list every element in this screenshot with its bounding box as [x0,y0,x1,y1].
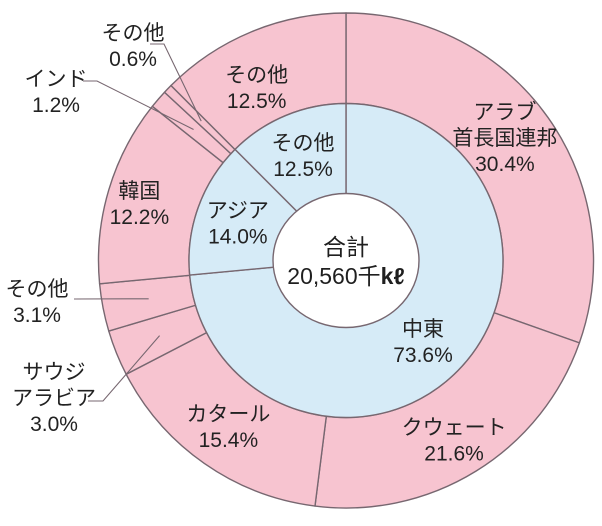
slice-label-outer-7: その他 0.6% [102,22,165,71]
slice-label-outer-3: サウジアラビア 3.0% [12,361,96,436]
total-label: 合計 [323,234,369,260]
donut-hole [272,192,420,329]
leader-line-outer-6 [83,80,194,130]
slice-label-inner-1: アジア 14.0% [207,199,269,248]
total-value-number: 20,560千 [287,263,381,289]
leader-line-outer-7 [150,43,202,122]
slice-label-outer-0: アラブ首長国連邦 30.4% [452,101,557,176]
slice-label-outer-4: その他 3.1% [6,278,69,327]
slice-label-outer-2: カタール 15.4% [186,403,270,452]
total-value: 20,560千kℓ [246,262,446,291]
slice-label-outer-5: 韓国 12.2% [110,180,170,229]
chart-center-total: 合計 20,560千kℓ [246,233,446,291]
slice-label-inner-0: 中東 73.6% [393,318,453,367]
slice-label-outer-8: その他 12.5% [225,64,288,113]
slice-label-outer-6: インド 1.2% [25,68,88,117]
slice-label-outer-1: クウェート 21.6% [402,416,507,465]
leader-line-outer-3 [88,335,160,402]
slice-label-inner-2: その他 12.5% [272,132,335,181]
total-value-unit: kℓ [380,263,405,289]
